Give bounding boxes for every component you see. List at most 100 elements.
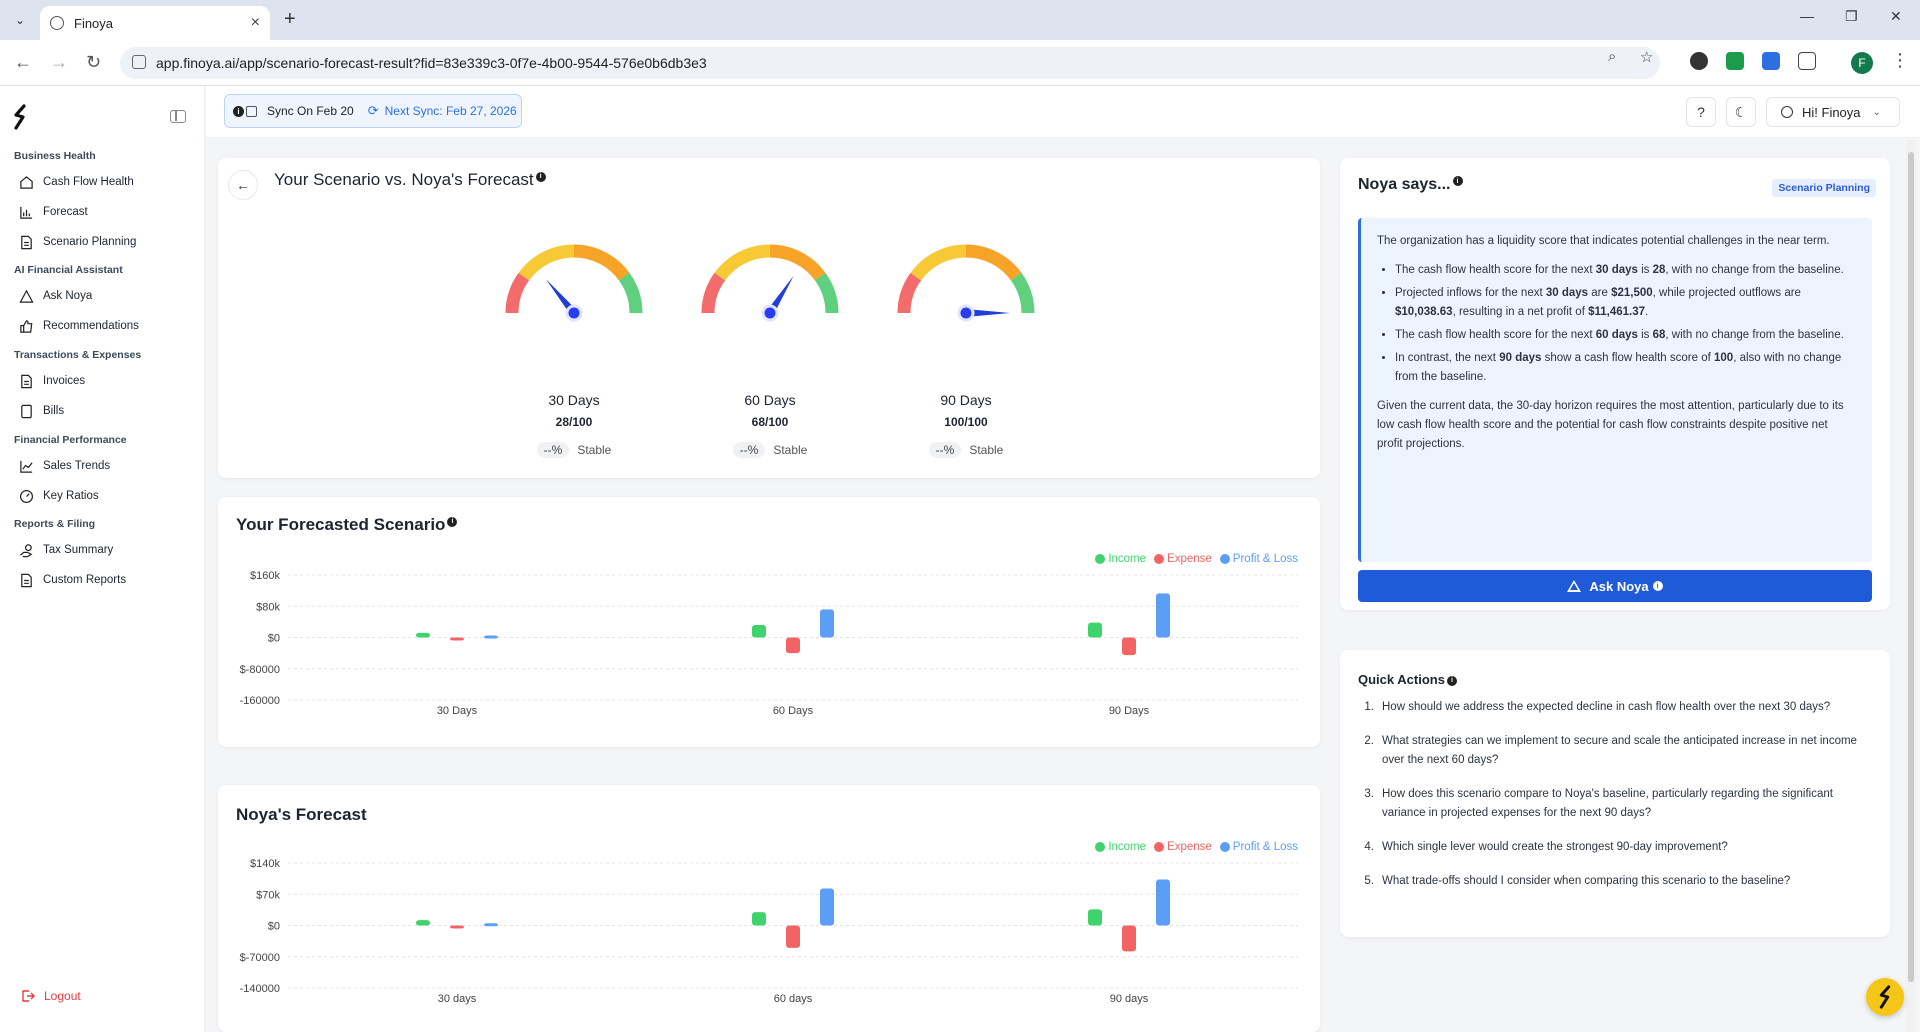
- bar-profit-loss[interactable]: [484, 635, 498, 639]
- quick-action-item[interactable]: 2. What strategies can we implement to se…: [1358, 732, 1872, 770]
- page-scrollbar[interactable]: [1906, 140, 1916, 1032]
- info-icon[interactable]: i: [1452, 176, 1463, 187]
- browser-menu-icon[interactable]: ⋮: [1891, 50, 1909, 70]
- noya-assistant-button[interactable]: [1866, 978, 1904, 1016]
- reload-icon[interactable]: ↻: [86, 52, 102, 72]
- bar-income[interactable]: [752, 625, 766, 638]
- bar-expense[interactable]: [786, 637, 800, 654]
- extension-icon[interactable]: [1726, 52, 1744, 70]
- legend-profit[interactable]: Profit & Loss: [1219, 553, 1298, 565]
- url-bar[interactable]: app.finoya.ai/app/scenario-forecast-resu…: [120, 47, 1660, 79]
- close-tab-icon[interactable]: ×: [250, 14, 260, 31]
- ask-noya-button[interactable]: Ask Noya i: [1358, 570, 1872, 602]
- quick-action-text: How should we address the expected decli…: [1382, 701, 1831, 713]
- back-arrow-icon[interactable]: ←: [14, 52, 32, 72]
- bar-expense[interactable]: [1122, 925, 1136, 952]
- info-icon[interactable]: i: [1446, 675, 1457, 686]
- forward-arrow-icon[interactable]: →: [50, 52, 68, 72]
- minimize-icon[interactable]: —: [1800, 8, 1814, 24]
- sidebar-item-tax-summary[interactable]: Tax Summary: [18, 542, 113, 558]
- gauge-hub: [761, 304, 779, 322]
- info-icon[interactable]: i: [447, 516, 458, 527]
- noya-insight-box: The organization has a liquidity score t…: [1358, 218, 1872, 562]
- puzzle-icon[interactable]: [1798, 52, 1816, 70]
- bookmark-star-icon[interactable]: ☆: [1640, 49, 1654, 66]
- gauge-segment: [618, 272, 643, 314]
- legend-expense[interactable]: Expense: [1154, 841, 1212, 853]
- finoya-logo[interactable]: [12, 104, 28, 130]
- legend-income[interactable]: Income: [1095, 841, 1146, 853]
- sidebar-item-custom-reports[interactable]: Custom Reports: [18, 572, 126, 588]
- bar-income[interactable]: [416, 920, 430, 926]
- bar-profit-loss[interactable]: [820, 888, 834, 926]
- quick-action-item[interactable]: 5. What trade-offs should I consider when…: [1358, 872, 1872, 891]
- section-ai-assistant: AI Financial Assistant: [14, 264, 123, 276]
- gauge-segment: [769, 244, 826, 281]
- x-tick-label: 60 days: [774, 993, 813, 1005]
- bar-chart-icon: [18, 204, 34, 220]
- bar-income[interactable]: [752, 912, 766, 926]
- sync-status[interactable]: i Sync On Feb 20 ⟳ Next Sync: Feb 27, 202…: [224, 94, 522, 128]
- site-settings-icon[interactable]: [132, 55, 146, 69]
- sidebar-collapse-icon[interactable]: [170, 110, 186, 123]
- sidebar-item-bills[interactable]: Bills: [18, 403, 64, 419]
- restore-icon[interactable]: ❐: [1845, 8, 1858, 24]
- bar-income[interactable]: [416, 632, 430, 638]
- legend-expense[interactable]: Expense: [1154, 553, 1212, 565]
- bar-income[interactable]: [1088, 622, 1102, 638]
- section-reports-filing: Reports & Filing: [14, 518, 96, 530]
- gauge-segment: [714, 244, 771, 281]
- extension-icon[interactable]: [1762, 52, 1780, 70]
- bar-expense[interactable]: [450, 925, 464, 929]
- insight-intro: The organization has a liquidity score t…: [1377, 235, 1830, 247]
- bar-expense[interactable]: [450, 637, 464, 641]
- bar-profit-loss[interactable]: [1156, 593, 1170, 638]
- tab-search-chevron-icon[interactable]: ⌄: [14, 13, 26, 27]
- sidebar-item-cash-flow-health[interactable]: Cash Flow Health: [18, 174, 134, 190]
- zoom-icon[interactable]: ⌕: [1608, 48, 1617, 65]
- bar-profit-loss[interactable]: [484, 923, 498, 927]
- quick-action-item[interactable]: 4. Which single lever would create the st…: [1358, 838, 1872, 857]
- legend-profit[interactable]: Profit & Loss: [1219, 841, 1298, 853]
- new-tab-plus-icon[interactable]: +: [284, 8, 296, 30]
- bar-profit-loss[interactable]: [1156, 879, 1170, 926]
- thumbs-up-icon: [18, 318, 34, 334]
- dark-mode-toggle[interactable]: ☾: [1726, 97, 1756, 127]
- bar-income[interactable]: [1088, 909, 1102, 926]
- tab-title: Finoya: [74, 15, 114, 31]
- change-status: Stable: [577, 443, 612, 457]
- sidebar-item-sales-trends[interactable]: Sales Trends: [18, 458, 110, 474]
- bar-profit-loss[interactable]: [820, 609, 834, 638]
- sidebar-item-ask-noya[interactable]: Ask Noya: [18, 288, 92, 304]
- sidebar-item-invoices[interactable]: Invoices: [18, 373, 85, 389]
- quick-action-item[interactable]: 1. How should we address the expected dec…: [1358, 698, 1872, 717]
- close-window-icon[interactable]: ✕: [1890, 8, 1902, 24]
- sidebar-item-recommendations[interactable]: Recommendations: [18, 318, 139, 334]
- sidebar-item-forecast[interactable]: Forecast: [18, 204, 88, 220]
- sidebar-item-label: Cash Flow Health: [43, 176, 134, 188]
- scrollbar-thumb[interactable]: [1908, 152, 1914, 982]
- sidebar-item-scenario-planning[interactable]: Scenario Planning: [18, 234, 136, 250]
- legend-income[interactable]: Income: [1095, 553, 1146, 565]
- user-menu[interactable]: Hi! Finoya ⌄: [1766, 97, 1900, 127]
- noya-says-card: Noya says... i Scenario Planning The orga…: [1340, 158, 1890, 610]
- profile-avatar[interactable]: F: [1851, 52, 1873, 74]
- sidebar-item-label: Ask Noya: [43, 290, 93, 302]
- bar-expense[interactable]: [786, 925, 800, 948]
- change-status: Stable: [969, 443, 1004, 457]
- bar-expense[interactable]: [1122, 637, 1136, 656]
- gauge-change: --% Stable: [891, 442, 1041, 458]
- info-icon[interactable]: i: [535, 171, 546, 182]
- insight-points: The cash flow health score for the next …: [1377, 261, 1856, 387]
- logout-button[interactable]: Logout: [20, 988, 81, 1004]
- help-button[interactable]: ?: [1686, 97, 1716, 127]
- gauge-period-label: 60 Days: [744, 392, 796, 408]
- quick-actions-title: Quick Actions i: [1358, 672, 1457, 687]
- extension-icon[interactable]: [1690, 52, 1708, 70]
- sidebar-item-label: Key Ratios: [43, 490, 99, 502]
- back-button[interactable]: ←: [228, 170, 258, 200]
- quick-action-item[interactable]: 3. How does this scenario compare to Noya…: [1358, 785, 1872, 823]
- browser-tab[interactable]: Finoya ×: [40, 6, 270, 40]
- scenario-planning-tag: Scenario Planning: [1772, 179, 1876, 197]
- sidebar-item-key-ratios[interactable]: Key Ratios: [18, 488, 99, 504]
